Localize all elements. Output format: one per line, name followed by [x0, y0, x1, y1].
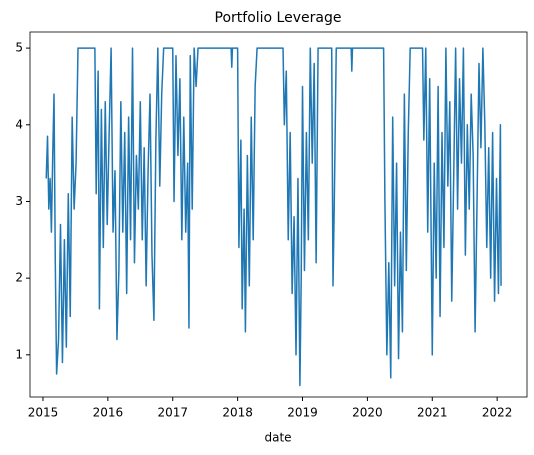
y-tick-label: 1 — [15, 347, 23, 361]
x-tick-label: 2021 — [417, 406, 448, 420]
x-tick-label: 2015 — [28, 406, 59, 420]
y-tick-label: 5 — [15, 41, 23, 55]
x-axis-label: date — [264, 431, 291, 445]
plot-frame — [29, 31, 528, 398]
x-tick-label: 2016 — [93, 406, 124, 420]
x-tick-label: 2020 — [352, 406, 383, 420]
y-tick-label: 4 — [15, 117, 23, 131]
y-tick-label: 3 — [15, 194, 23, 208]
x-tick-label: 2017 — [157, 406, 188, 420]
x-tick-label: 2018 — [222, 406, 253, 420]
chart-title: Portfolio Leverage — [215, 10, 342, 26]
x-tick-label: 2019 — [287, 406, 318, 420]
y-tick-label: 2 — [15, 271, 23, 285]
line — [45, 47, 502, 387]
x-tick-label: 2022 — [482, 406, 513, 420]
